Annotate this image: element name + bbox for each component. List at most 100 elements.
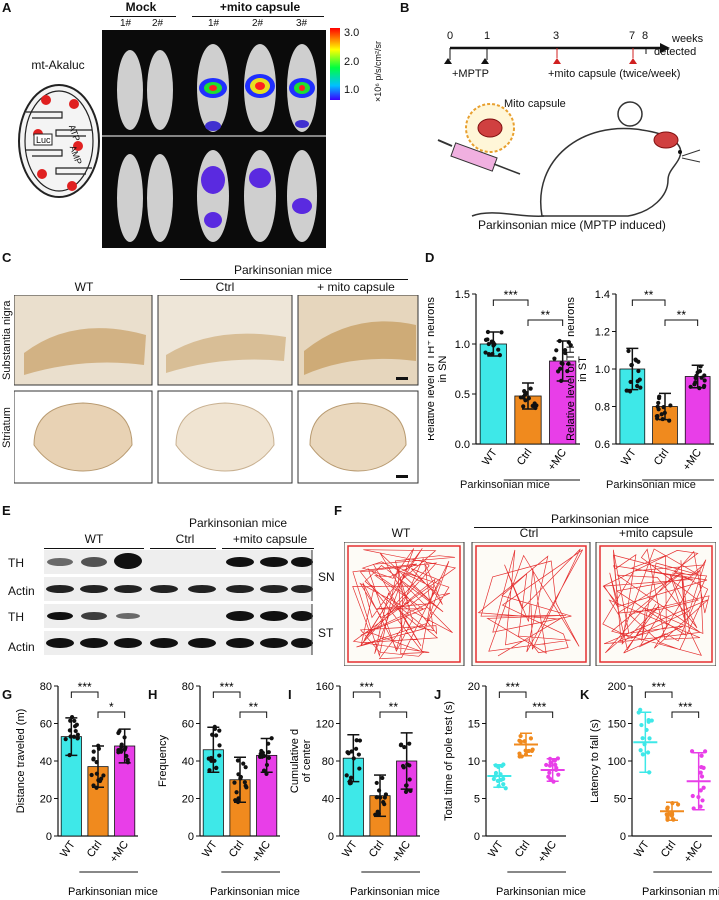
- panel-e-ctrl-label: Ctrl: [175, 532, 195, 546]
- y-tick-label: 20: [40, 794, 52, 806]
- y-tick-label: 150: [608, 719, 626, 731]
- mouse-3-mito: 3#: [296, 18, 308, 29]
- timeline-tick-1: 1: [484, 30, 491, 42]
- track-path: [602, 548, 710, 656]
- panel-label-b: B: [400, 0, 410, 15]
- data-point: [382, 795, 387, 800]
- data-point: [518, 733, 523, 739]
- panel-label-i: I: [288, 687, 292, 702]
- panel-label-h: H: [148, 687, 158, 702]
- data-point: [656, 400, 661, 406]
- y-tick-label: 15: [468, 719, 480, 731]
- x-tick-label: WT: [480, 447, 500, 468]
- x-tick-label: Ctrl: [652, 447, 672, 468]
- data-point: [214, 765, 219, 771]
- x-tick-label: Ctrl: [513, 839, 533, 860]
- x-tick-label: +MC: [681, 447, 704, 473]
- data-point: [556, 772, 561, 777]
- blot-row-th-st: TH: [8, 610, 24, 624]
- track-perimeter: [347, 545, 461, 663]
- data-point: [209, 755, 214, 761]
- mouse-1-mock: 1#: [120, 18, 132, 29]
- sig-bracket: [671, 711, 700, 718]
- x-tick-label: +MC: [536, 839, 559, 865]
- data-point: [63, 736, 68, 742]
- panel-d-group-label-1: Parkinsonian mice: [460, 479, 550, 491]
- histology-images: [14, 295, 419, 484]
- panel-c-col-wt: WT: [74, 280, 94, 294]
- data-point: [566, 361, 571, 366]
- sig-bracket: [525, 711, 554, 718]
- data-point: [654, 414, 659, 419]
- data-point: [496, 347, 501, 352]
- y-axis-label: Frequency: [157, 735, 169, 787]
- sig-bracket: [498, 691, 527, 698]
- data-point: [675, 802, 681, 807]
- colorbar-tick-1: 1.0: [344, 84, 360, 96]
- panel-label-j: J: [434, 687, 442, 702]
- data-point: [407, 777, 412, 782]
- panel-d-charts: 0.00.51.01.5WT Ctrl +MC*****Relative level…: [428, 288, 714, 481]
- y-axis-label: Latency to fall (s): [589, 719, 601, 803]
- data-point: [665, 806, 670, 811]
- data-point: [699, 753, 704, 758]
- data-point: [217, 753, 222, 758]
- data-point: [530, 747, 535, 752]
- western-blot-image: [44, 550, 313, 655]
- data-point: [635, 383, 640, 389]
- sig-bracket: [631, 299, 666, 306]
- data-point: [374, 795, 379, 800]
- data-point: [75, 732, 80, 737]
- data-point: [346, 751, 351, 756]
- panel-label-c: C: [2, 250, 12, 265]
- data-point: [544, 762, 549, 768]
- data-point: [668, 403, 673, 408]
- x-tick-label: WT: [200, 839, 220, 860]
- x-tick-label: Ctrl: [85, 839, 105, 860]
- colorbar: [330, 28, 340, 100]
- group-mito-label: +mito capsule: [219, 0, 301, 14]
- y-tick-label: 10: [468, 756, 480, 768]
- data-point: [701, 785, 706, 790]
- x-tick-label: +MC: [108, 839, 131, 865]
- colorbar-unit: ×10⁶ p/s/cm²/sr: [373, 41, 383, 102]
- x-tick-label: +MC: [250, 839, 273, 865]
- data-point: [402, 744, 407, 750]
- data-point: [242, 780, 247, 785]
- sig-bracket: [492, 299, 529, 306]
- data-point: [517, 751, 522, 756]
- data-point: [647, 736, 652, 741]
- data-point: [344, 773, 349, 778]
- bar-wt: [479, 343, 507, 445]
- data-point: [698, 770, 703, 775]
- data-point: [702, 373, 707, 378]
- data-point: [690, 793, 695, 799]
- data-point: [702, 378, 707, 383]
- panel-e-mc-label: +mito capsule: [232, 532, 308, 546]
- panel-f-col-ctrl: Ctrl: [519, 526, 539, 540]
- y-tick-label: 160: [316, 681, 334, 693]
- x-tick-label: WT: [632, 839, 652, 860]
- x-tick-label: +MC: [682, 839, 705, 865]
- sig-label: ***: [678, 700, 692, 714]
- data-point: [645, 750, 651, 755]
- y-tick-label: 0: [46, 831, 52, 843]
- data-point: [521, 404, 526, 409]
- data-point: [356, 752, 361, 757]
- y-tick-label: 5: [474, 794, 480, 806]
- sig-bracket: [352, 691, 381, 698]
- data-point: [692, 382, 697, 387]
- data-point: [700, 798, 705, 803]
- capsule-schedule-label: +mito capsule (twice/week): [548, 68, 681, 80]
- panel-c-col-ctrl: Ctrl: [215, 280, 235, 294]
- data-point: [407, 763, 412, 768]
- data-point: [552, 356, 557, 361]
- data-point: [523, 398, 528, 403]
- y-tick-label: 40: [40, 756, 52, 768]
- sig-label: ***: [78, 680, 92, 694]
- panel-label-a: A: [2, 0, 12, 15]
- y-tick-label: 0.5: [455, 389, 470, 401]
- data-point: [118, 749, 124, 754]
- luc-label: Luc: [36, 135, 51, 145]
